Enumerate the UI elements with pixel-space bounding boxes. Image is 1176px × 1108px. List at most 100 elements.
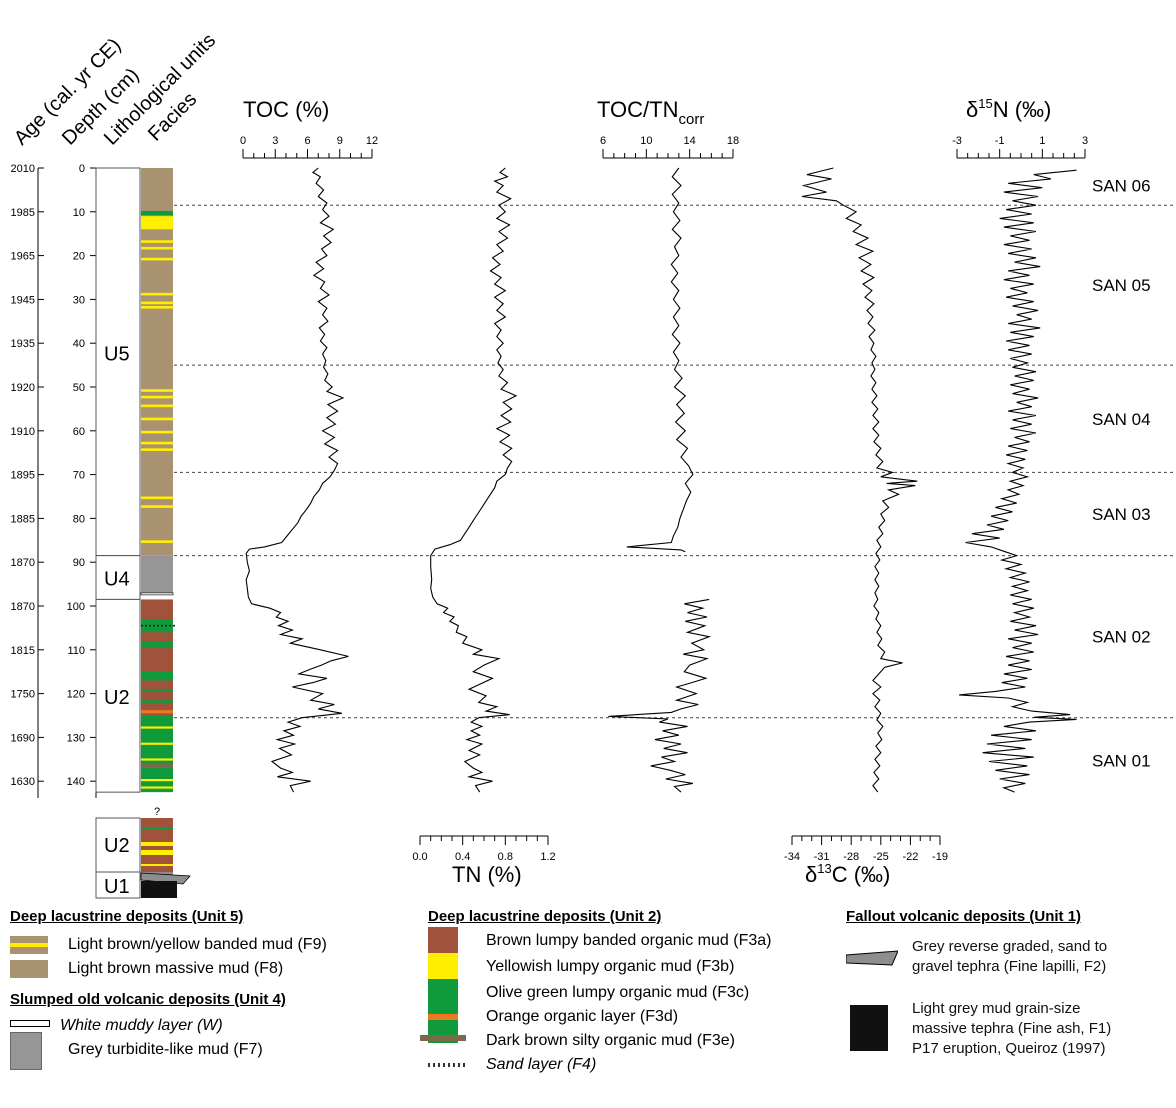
zone-label: SAN 02: [1092, 628, 1151, 647]
depth-tick-label: 100: [67, 601, 85, 613]
legend-label-f3d: Orange organic layer (F3d): [486, 1008, 679, 1025]
series-axis-tick-label: -34: [784, 851, 800, 863]
legend-unit5: Deep lacustrine deposits (Unit 5) Light …: [10, 908, 410, 1070]
zone-label: SAN 04: [1092, 410, 1151, 429]
legend-unit5-title: Deep lacustrine deposits (Unit 5): [10, 908, 244, 925]
swatch-f1: [850, 1005, 888, 1051]
facies-band: [141, 240, 173, 243]
series-line: [801, 167, 918, 793]
legend-item-f1: Light grey mud grain-size massive tephra…: [846, 999, 1176, 1063]
series-axis-tick-label: -31: [814, 851, 830, 863]
unit-label: U4: [104, 569, 130, 591]
age-tick-label: 1920: [11, 382, 35, 394]
legend-item-w: White muddy layer (W): [10, 1014, 410, 1038]
series-axis-tick-label: 12: [366, 135, 378, 147]
age-tick-label: 1870: [11, 557, 35, 569]
swatch-f7: [10, 1032, 42, 1070]
age-tick-label: 1630: [11, 776, 35, 788]
series-axis-tick-label: 3: [272, 135, 278, 147]
age-tick-label: 1965: [11, 251, 35, 263]
series-axis-tick-label: -22: [902, 851, 918, 863]
depth-tick-label: 30: [73, 294, 85, 306]
facies-band: [141, 842, 173, 846]
title-toc-tn-main: TOC/TN: [597, 97, 678, 122]
depth-tick-label: 20: [73, 251, 85, 263]
depth-tick-label: 110: [67, 645, 85, 657]
facies-band: [141, 389, 173, 392]
facies-question-mark: ?: [154, 806, 160, 818]
legend-label-f8: Light brown massive mud (F8): [68, 960, 284, 977]
series-axis-tick-label: 6: [600, 135, 606, 147]
age-tick-label: 2010: [11, 163, 35, 175]
facies-band: [141, 758, 173, 761]
unit-label: U2: [104, 835, 130, 857]
facies-band: [141, 700, 173, 703]
facies-band: [141, 864, 173, 866]
swatch-f2: [846, 950, 898, 966]
swatch-f3c: [428, 979, 458, 1007]
series-line: [608, 598, 712, 793]
facies-band: [141, 850, 173, 855]
title-d13c: δ13C (‰): [805, 861, 890, 887]
swatch-f3d: [428, 1005, 458, 1029]
series-axis-tick-label: 0: [240, 135, 246, 147]
legend-label-f1-line2: massive tephra (Fine ash, F1): [912, 1020, 1112, 1037]
depth-tick-label: 70: [73, 470, 85, 482]
title-d15n: δ15N (‰): [966, 96, 1051, 122]
unit-label: U1: [104, 876, 130, 898]
age-tick-label: 1690: [11, 732, 35, 744]
legend-label-f2-line1: Grey reverse graded, sand to: [912, 938, 1108, 955]
legend-label-f1-line1: Light grey mud grain-size: [912, 1000, 1081, 1017]
zone-label: SAN 01: [1092, 751, 1151, 770]
series-axis-tick-label: 0.0: [412, 851, 427, 863]
age-tick-label: 1910: [11, 426, 35, 438]
facies-band: [141, 448, 173, 451]
legend-item-f7: Grey turbidite-like mud (F7): [10, 1032, 410, 1070]
depth-tick-label: 0: [79, 163, 85, 175]
series-axis-tick-label: 18: [727, 135, 739, 147]
unit-label: U2: [104, 687, 130, 709]
series-axis-tick-label: 3: [1082, 135, 1088, 147]
series-axis-tick-label: -28: [843, 851, 859, 863]
facies-band: [141, 599, 173, 716]
legend-label-f3b: Yellowish lumpy organic mud (F3b): [486, 958, 735, 975]
facies-tephra-lapilli: [140, 872, 191, 885]
title-toc: TOC (%): [243, 97, 329, 122]
legend-label-f3c: Olive green lumpy organic mud (F3c): [486, 984, 750, 1001]
legend-item-f2: Grey reverse graded, sand to gravel teph…: [846, 937, 1176, 983]
series-axis-tick-label: -1: [995, 135, 1005, 147]
facies-band: [141, 301, 173, 305]
swatch-f3a: [428, 927, 458, 955]
title-d15n-sup: 15: [978, 96, 992, 111]
legend-item-f3c: Olive green lumpy organic mud (F3c): [428, 979, 828, 1007]
unit-box: [95, 598, 141, 793]
legend-label-f4: Sand layer (F4): [486, 1056, 597, 1073]
legend-label-f1-line3: P17 eruption, Queiroz (1997): [912, 1040, 1106, 1057]
age-tick-label: 1885: [11, 513, 35, 525]
facies-band: [141, 881, 177, 898]
series-axis-tick-label: 10: [640, 135, 652, 147]
facies-band: [141, 828, 173, 830]
facies-band: [141, 404, 173, 408]
age-tick-label: 1815: [11, 645, 35, 657]
swatch-f4: [428, 1063, 466, 1067]
title-toc-tn-sub: corr: [678, 111, 704, 128]
facies-band: [141, 763, 173, 769]
unit-box: [95, 817, 141, 873]
series-line: [245, 167, 349, 793]
facies-band: [141, 671, 173, 681]
legend-item-f3d: Orange organic layer (F3d): [428, 1005, 828, 1029]
facies-band: [141, 292, 173, 296]
series-axis-tick-label: 1: [1039, 135, 1045, 147]
facies-band: [141, 689, 173, 692]
depth-tick-label: 90: [73, 557, 85, 569]
facies-band: [141, 395, 173, 399]
legend-unit1: Fallout volcanic deposits (Unit 1) Grey …: [846, 908, 1176, 1063]
zone-label: SAN 05: [1092, 276, 1151, 295]
legend-item-f9: Light brown/yellow banded mud (F9): [10, 933, 410, 957]
series-axis-tick-label: -19: [932, 851, 948, 863]
depth-tick-label: 60: [73, 426, 85, 438]
facies-band: [141, 430, 173, 434]
facies-band: [141, 779, 173, 782]
